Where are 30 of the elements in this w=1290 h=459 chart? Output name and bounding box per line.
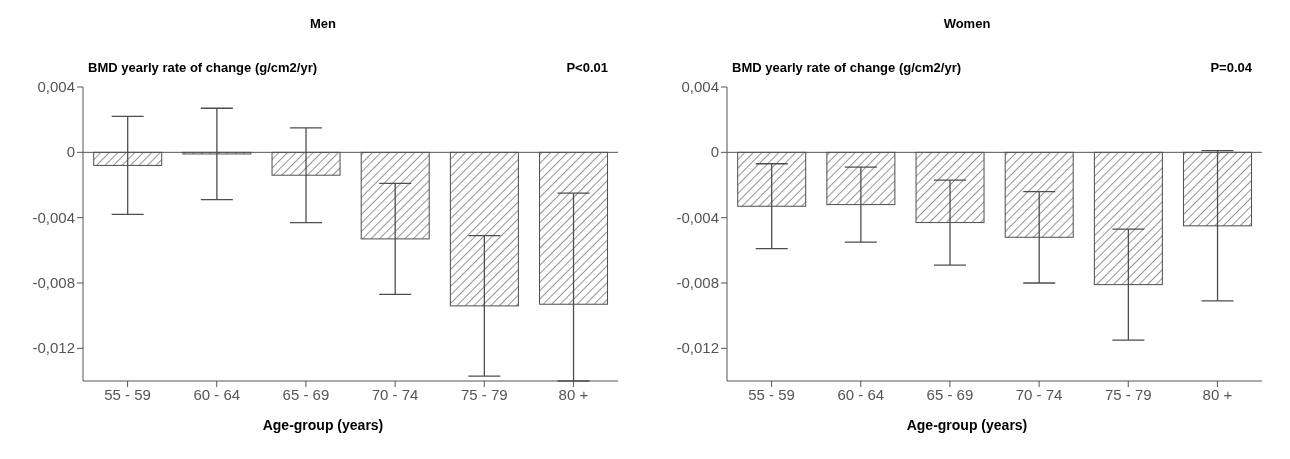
x-tick-label: 80 + bbox=[1202, 385, 1233, 403]
x-tick-label: 75 - 79 bbox=[1104, 385, 1152, 403]
y-tick-label: 0,004 bbox=[681, 78, 719, 95]
y-tick-label: -0,012 bbox=[676, 339, 719, 357]
x-axis-title: Age-group (years) bbox=[905, 417, 1029, 433]
y-tick-label: -0,004 bbox=[32, 208, 75, 226]
y-tick-label: -0,004 bbox=[676, 208, 719, 226]
x-tick-label: 55 - 59 bbox=[748, 385, 795, 403]
x-tick-label: 65 - 69 bbox=[282, 385, 330, 403]
x-tick-label: 65 - 69 bbox=[926, 385, 974, 403]
x-tick-label: 70 - 74 bbox=[1015, 385, 1063, 403]
text: P=0.04 bbox=[1210, 60, 1252, 75]
y-tick-label: 0,004 bbox=[37, 78, 75, 95]
chart-title: Men bbox=[309, 15, 337, 33]
y-tick-label: -0,012 bbox=[32, 339, 75, 357]
y-tick-label: -0,008 bbox=[32, 274, 75, 291]
x-tick-label: 80 + bbox=[558, 385, 589, 403]
y-axis-title: BMD yearly rate of change (g/cm2/yr) bbox=[732, 60, 962, 75]
x-tick-label: 60 - 64 bbox=[193, 385, 241, 403]
y-tick-label: -0,008 bbox=[676, 274, 719, 291]
y-axis-title: BMD yearly rate of change (g/cm2/yr) bbox=[88, 60, 318, 75]
x-tick-label: 55 - 59 bbox=[104, 385, 151, 403]
x-tick-label: 70 - 74 bbox=[371, 385, 419, 403]
x-tick-label: 60 - 64 bbox=[837, 385, 885, 403]
x-tick-label: 75 - 79 bbox=[460, 385, 508, 403]
y-tick-label: 0 bbox=[66, 143, 75, 161]
x-axis-title: Age-group (years) bbox=[261, 417, 385, 433]
y-tick-label: 0 bbox=[710, 143, 719, 161]
chart-title: Women bbox=[942, 15, 992, 33]
text: P<0.01 bbox=[566, 60, 608, 75]
